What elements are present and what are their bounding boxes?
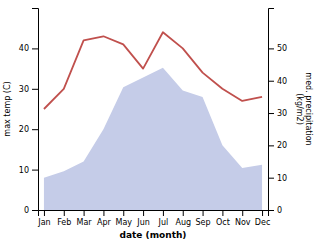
tick: Oct [216,210,230,227]
tick: Feb [57,210,71,227]
tick: Apr [97,210,112,227]
x-axis: Jan Feb Mar AprMay Jun Jul Aug Sep Oct Nov Dec [37,210,270,227]
tick-label: Dec [255,218,270,227]
tick: 40 [268,77,287,86]
tick-label: Apr [97,218,112,227]
tick-mark [123,210,124,216]
tick-mark [163,210,164,216]
axis-line [269,9,275,211]
tick-mark [183,210,184,216]
tick-mark [268,113,274,114]
tick-label: 0 [24,206,29,215]
tick-label: 40 [277,77,287,86]
tick-mark [268,145,274,146]
tick-label: Nov [235,218,251,227]
tick-mark [268,81,274,82]
tick-label: 20 [19,125,29,134]
tick-label: 10 [19,166,29,175]
chart-container: Jan Feb Mar AprMay Jun Jul Aug Sep Oct Nov Dec 0 10 2… [0,0,318,242]
tick-label: May [115,218,132,227]
tick-mark [84,210,85,216]
axis-line [32,9,39,211]
tick: 30 [19,85,38,94]
tick: Dec [255,210,270,227]
tick-mark [268,48,274,49]
y-axis: 0 10 20 30 40 [19,9,39,216]
tick-label: 50 [277,44,287,53]
axis-line [39,211,269,217]
tick-mark [32,170,38,171]
tick-mark [203,210,204,216]
tick-label: Feb [57,218,71,227]
line [44,32,262,109]
tick: 10 [268,174,287,183]
chart-svg: Jan Feb Mar AprMay Jun Jul Aug Sep Oct Nov Dec 0 10 2… [0,0,318,242]
tick: 20 [268,141,287,150]
x-axis-label: date (month) [120,230,187,240]
tick-mark [103,210,104,216]
tick-mark [32,210,38,211]
tick-label: Sep [196,218,211,227]
tick: 0 [24,206,38,215]
tick: Nov [235,210,251,227]
tick-label: 30 [19,85,29,94]
tick-label: 40 [19,44,29,53]
tick: 20 [19,125,38,134]
tick: May [115,210,132,227]
tick-label: Mar [77,218,93,227]
y2-axis: 0 10 20 30 40 50 [268,9,287,216]
tick-mark [268,210,274,211]
tick: 40 [19,44,38,53]
tick: Jul [158,210,169,227]
tick-mark [32,89,38,90]
area [44,68,262,210]
marks [44,32,262,210]
label-line: med. precipitation [304,72,313,145]
tick: Mar [77,210,93,227]
tick-mark [44,210,45,216]
tick-mark [32,48,38,49]
tick-mark [222,210,223,216]
tick-label: 20 [277,141,287,150]
tick-mark [268,178,274,179]
tick-mark [242,210,243,216]
plot-area: Jan Feb Mar AprMay Jun Jul Aug Sep Oct Nov Dec 0 10 2… [3,9,313,241]
tick-label: Aug [175,218,191,227]
tick: Aug [175,210,191,227]
tick-label: 30 [277,109,287,118]
y2-axis-label: med. precipitation(kg/m2) [295,72,313,145]
tick: Jan [37,210,50,227]
tick: 50 [268,44,287,53]
tick-label: Oct [216,218,230,227]
tick-label: Jun [136,218,150,227]
label-line: (kg/m2) [295,93,304,125]
tick: Jun [136,210,150,227]
y-axis-label: max temp (C) [3,81,12,136]
tick-mark [262,210,263,216]
tick: Sep [196,210,211,227]
tick-mark [32,129,38,130]
tick-label: Jan [37,218,50,227]
tick-label: 0 [277,206,282,215]
tick: 0 [268,206,282,215]
tick-label: Jul [158,218,169,227]
tick: 30 [268,109,287,118]
tick-mark [143,210,144,216]
tick: 10 [19,166,38,175]
tick-mark [64,210,65,216]
tick-label: 10 [277,174,287,183]
